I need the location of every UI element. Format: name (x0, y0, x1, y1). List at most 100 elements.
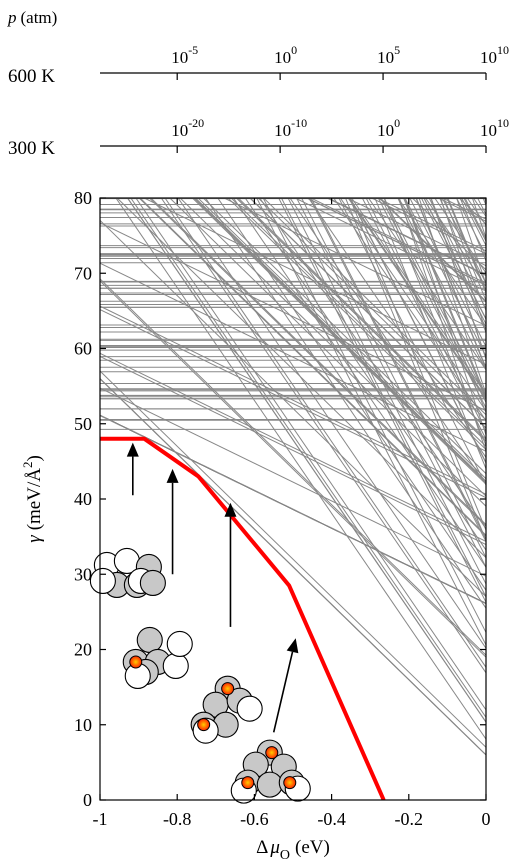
y-tick-label: 30 (74, 564, 92, 584)
background-series-line (100, 0, 486, 14)
pressure-tick-label: 10-10 (274, 116, 307, 140)
pressure-tick-label: 1010 (480, 116, 509, 140)
y-tick-label: 20 (74, 640, 92, 660)
background-series-line (227, 198, 486, 450)
background-series-line (142, 198, 486, 366)
background-series-line (100, 0, 486, 184)
structure-insets (89, 442, 311, 804)
gray-atom (136, 626, 163, 654)
background-series-line (100, 0, 486, 9)
structure-cluster (122, 626, 193, 690)
background-series-line (249, 198, 486, 429)
background-series-line (191, 198, 486, 485)
background-series-line (379, 198, 486, 302)
background-series-line (380, 198, 486, 403)
background-series-line (135, 198, 486, 711)
background-series-line (100, 0, 486, 194)
background-series-line (472, 198, 486, 217)
background-series-line (338, 198, 486, 486)
background-series-line (116, 198, 486, 558)
y-tick-label: 70 (74, 263, 92, 283)
arrow-head (224, 502, 237, 517)
background-series-line (235, 198, 486, 442)
background-series-line (344, 198, 486, 541)
y-tick-label: 50 (74, 414, 92, 434)
pressure-tick-label: 1010 (480, 43, 509, 67)
background-series-line (100, 370, 486, 748)
background-series-line (327, 198, 486, 276)
background-series-line (100, 0, 486, 11)
background-series-line (115, 198, 486, 740)
structure-arrow (272, 651, 294, 733)
background-series-line (325, 198, 486, 276)
background-series-line (420, 198, 486, 325)
background-series-line (397, 198, 486, 327)
background-series-line (204, 198, 486, 609)
background-series-line (259, 198, 486, 530)
x-tick-label: -0.4 (317, 809, 346, 829)
background-series-line (197, 198, 486, 480)
background-series-line (100, 0, 486, 42)
background-series-line (169, 198, 486, 507)
background-series-line (280, 198, 486, 598)
gray-atom (256, 771, 283, 798)
background-series-line (377, 198, 486, 409)
background-series-line (415, 198, 486, 368)
background-series-line (349, 198, 486, 463)
background-series-line (367, 198, 486, 371)
oxygen-atom (197, 718, 211, 732)
background-series-line (100, 0, 486, 42)
background-series-line (100, 0, 486, 82)
background-series-line (237, 198, 486, 440)
background-series-line (466, 198, 486, 226)
pressure-axes: 10-5 100 105 1010 10-20 10-10 100 1010 (100, 43, 509, 153)
background-series-line (100, 0, 486, 38)
background-series-line (346, 198, 486, 267)
background-series-line (100, 262, 486, 452)
background-series-line (100, 0, 486, 84)
background-series-line (296, 198, 486, 568)
arrow-head (126, 442, 139, 457)
background-series-line (378, 198, 486, 303)
background-series-line (333, 198, 486, 421)
pressure-tick-label: 100 (377, 116, 400, 140)
x-tick-label: -0.8 (163, 809, 192, 829)
y-axis-label: γ(meV/Å2) (20, 455, 45, 543)
background-series-line (138, 198, 486, 537)
background-series-line (100, 0, 486, 159)
white-atom (166, 630, 193, 658)
pressure-tick-label: 105 (377, 43, 400, 67)
background-series-line (100, 0, 486, 158)
background-series-line (100, 0, 486, 154)
background-series-line (100, 0, 486, 16)
background-series-line (376, 198, 486, 252)
y-axis: 0 10 20 30 40 50 60 70 80 (74, 188, 486, 810)
background-series-line (287, 198, 486, 585)
y-tick-label: 10 (74, 715, 92, 735)
background-series-line (458, 198, 486, 225)
background-series-line (383, 198, 486, 446)
background-series-line (100, 0, 486, 24)
background-series-line (404, 198, 486, 435)
y-tick-label: 40 (74, 489, 92, 509)
oxygen-atom (265, 746, 279, 760)
background-series-line (482, 198, 486, 206)
arrow-head (286, 638, 299, 654)
background-series-line (100, 0, 486, 77)
oxygen-atom (241, 776, 255, 790)
background-series-line (222, 198, 486, 327)
background-series-line (164, 198, 486, 668)
background-series-line (100, 0, 486, 168)
temperature-label-600k: 600 K (8, 66, 55, 87)
background-series (100, 0, 486, 756)
background-series-line (484, 198, 486, 203)
white-atom (162, 652, 189, 680)
pressure-tick-label: 10-5 (171, 43, 198, 67)
background-series-line (370, 198, 486, 255)
background-series-line (459, 198, 486, 262)
y-tick-label: 0 (83, 790, 92, 810)
pressure-label: p (atm) (7, 8, 57, 27)
